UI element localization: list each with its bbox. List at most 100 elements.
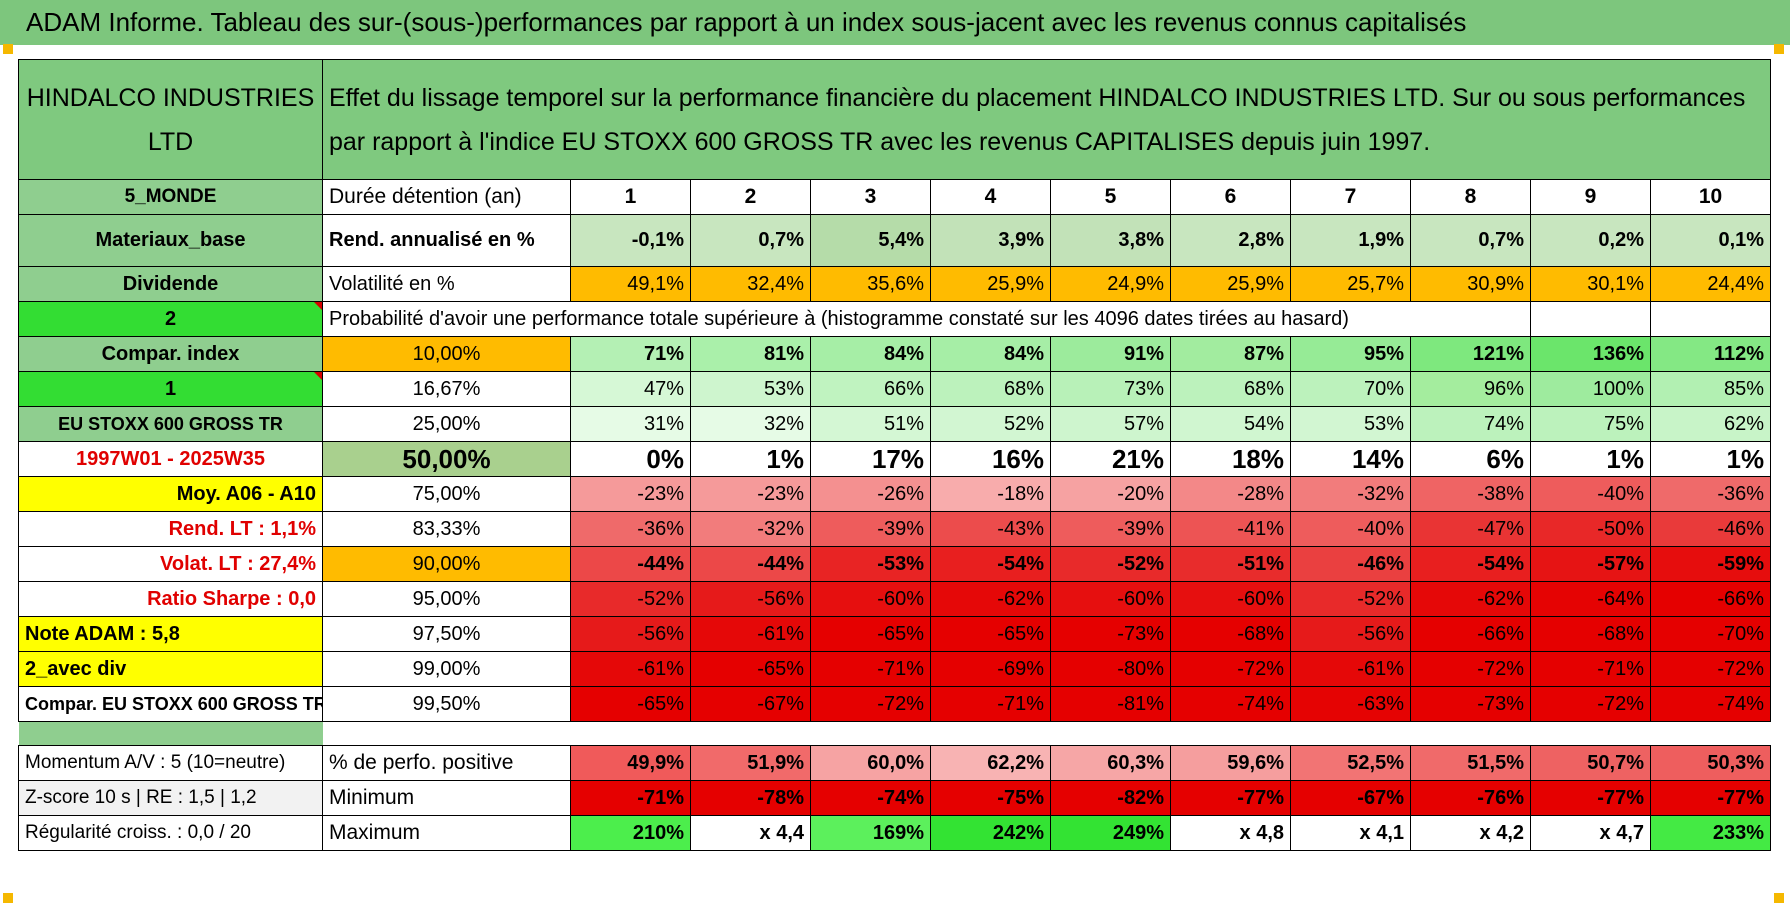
side-label: 5_MONDE [18, 179, 323, 215]
corner-marker [1774, 893, 1784, 903]
annualized-return-cell: 5,4% [810, 214, 931, 267]
percentile-value-cell: -65% [570, 686, 691, 722]
percentile-value-cell: -36% [570, 511, 691, 547]
positive-performance-cell: 60,0% [810, 745, 931, 781]
percentile-value-cell: -40% [1530, 476, 1651, 512]
row-label-annualized: Rend. annualisé en % [322, 214, 571, 267]
separator-cell [1170, 721, 1291, 746]
side-label: 2 [18, 301, 323, 337]
year-header: 9 [1530, 179, 1651, 215]
percentile-value-cell: -80% [1050, 651, 1171, 687]
percentile-value-cell: -72% [810, 686, 931, 722]
percentile-value-cell: -72% [1170, 651, 1291, 687]
side-label: Note ADAM : 5,8 [18, 616, 323, 652]
percentile-value-cell: 53% [690, 371, 811, 407]
percentile-value-cell: -40% [1290, 511, 1411, 547]
percentile-value-cell: -52% [1050, 546, 1171, 582]
maximum-cell: 233% [1649, 815, 1772, 851]
minimum-cell: -77% [1530, 780, 1651, 816]
percentile-value-cell: -52% [1290, 581, 1411, 617]
percentile-value-cell: 87% [1170, 336, 1291, 372]
annualized-return-cell: 3,8% [1050, 214, 1171, 267]
separator-cell [810, 721, 931, 746]
positive-performance-cell: 50,3% [1649, 745, 1772, 781]
percentile-value-cell: -54% [930, 546, 1051, 582]
side-label: Volat. LT : 27,4% [18, 546, 323, 582]
percentile-value-cell: 85% [1649, 371, 1772, 407]
percentile-value-cell: 68% [1170, 371, 1291, 407]
percentile-value-cell: -39% [810, 511, 931, 547]
percentile-value-cell: -52% [570, 581, 691, 617]
positive-performance-cell: 59,6% [1170, 745, 1291, 781]
percentile-value-cell: 71% [570, 336, 691, 372]
percentile-value-cell: 57% [1050, 406, 1171, 442]
separator-cell [1050, 721, 1171, 746]
percentile-value-cell: -60% [810, 581, 931, 617]
positive-performance-cell: 51,5% [1410, 745, 1531, 781]
percentile-value-cell: -47% [1410, 511, 1531, 547]
annualized-return-cell: 2,8% [1170, 214, 1291, 267]
percentile-value-cell: -74% [1649, 686, 1772, 722]
year-header: 7 [1290, 179, 1411, 215]
side-label: Rend. LT : 1,1% [18, 511, 323, 547]
minimum-cell: -74% [810, 780, 931, 816]
maximum-cell: x 4,2 [1410, 815, 1531, 851]
corner-marker [3, 44, 13, 54]
percentile-value-cell: 68% [930, 371, 1051, 407]
year-header: 10 [1649, 179, 1772, 215]
percentile-threshold: 75,00% [322, 476, 571, 512]
percentile-value-cell: 84% [930, 336, 1051, 372]
separator-cell [570, 721, 691, 746]
percentile-value-cell: 18% [1170, 441, 1291, 477]
maximum-cell: 210% [570, 815, 691, 851]
percentile-value-cell: -65% [810, 616, 931, 652]
side-label: 2_avec div [18, 651, 323, 687]
annualized-return-cell: 0,2% [1530, 214, 1651, 267]
percentile-value-cell: 14% [1290, 441, 1411, 477]
volatility-cell: 32,4% [690, 266, 811, 302]
percentile-value-cell: 121% [1410, 336, 1531, 372]
minimum-cell: -77% [1170, 780, 1291, 816]
percentile-value-cell: 6% [1410, 441, 1531, 477]
empty-cell [1649, 301, 1772, 337]
maximum-cell: x 4,4 [690, 815, 811, 851]
separator-cell [1530, 721, 1651, 746]
corner-marker [3, 893, 13, 903]
percentile-value-cell: 16% [930, 441, 1051, 477]
performance-table: HINDALCO INDUSTRIES LTD Effet du lissage… [18, 59, 1772, 851]
percentile-value-cell: 52% [930, 406, 1051, 442]
side-label: Materiaux_base [18, 214, 323, 267]
percentile-value-cell: -81% [1050, 686, 1171, 722]
year-header: 4 [930, 179, 1051, 215]
percentile-value-cell: 70% [1290, 371, 1411, 407]
percentile-value-cell: -68% [1530, 616, 1651, 652]
positive-performance-cell: 52,5% [1290, 745, 1411, 781]
percentile-threshold: 90,00% [322, 546, 571, 582]
percentile-value-cell: -66% [1649, 581, 1772, 617]
row-label-stat: Minimum [322, 780, 571, 816]
report-banner-title: ADAM Informe. Tableau des sur-(sous-)per… [0, 0, 1790, 45]
percentile-value-cell: -44% [570, 546, 691, 582]
percentile-value-cell: -23% [690, 476, 811, 512]
percentile-value-cell: -66% [1410, 616, 1531, 652]
percentile-value-cell: 47% [570, 371, 691, 407]
percentile-value-cell: -56% [690, 581, 811, 617]
percentile-value-cell: -73% [1050, 616, 1171, 652]
annualized-return-cell: -0,1% [570, 214, 691, 267]
percentile-value-cell: -39% [1050, 511, 1171, 547]
percentile-value-cell: 74% [1410, 406, 1531, 442]
minimum-cell: -82% [1050, 780, 1171, 816]
positive-performance-cell: 60,3% [1050, 745, 1171, 781]
separator-cell [1650, 721, 1771, 746]
side-label: 1 [18, 371, 323, 407]
row-label-duration: Durée détention (an) [322, 179, 571, 215]
annualized-return-cell: 0,7% [1410, 214, 1531, 267]
percentile-value-cell: -60% [1170, 581, 1291, 617]
maximum-cell: x 4,8 [1170, 815, 1291, 851]
percentile-threshold: 10,00% [322, 336, 571, 372]
positive-performance-cell: 62,2% [930, 745, 1051, 781]
separator-cell [930, 721, 1051, 746]
percentile-value-cell: -59% [1649, 546, 1772, 582]
separator-left [18, 721, 323, 746]
percentile-value-cell: 53% [1290, 406, 1411, 442]
